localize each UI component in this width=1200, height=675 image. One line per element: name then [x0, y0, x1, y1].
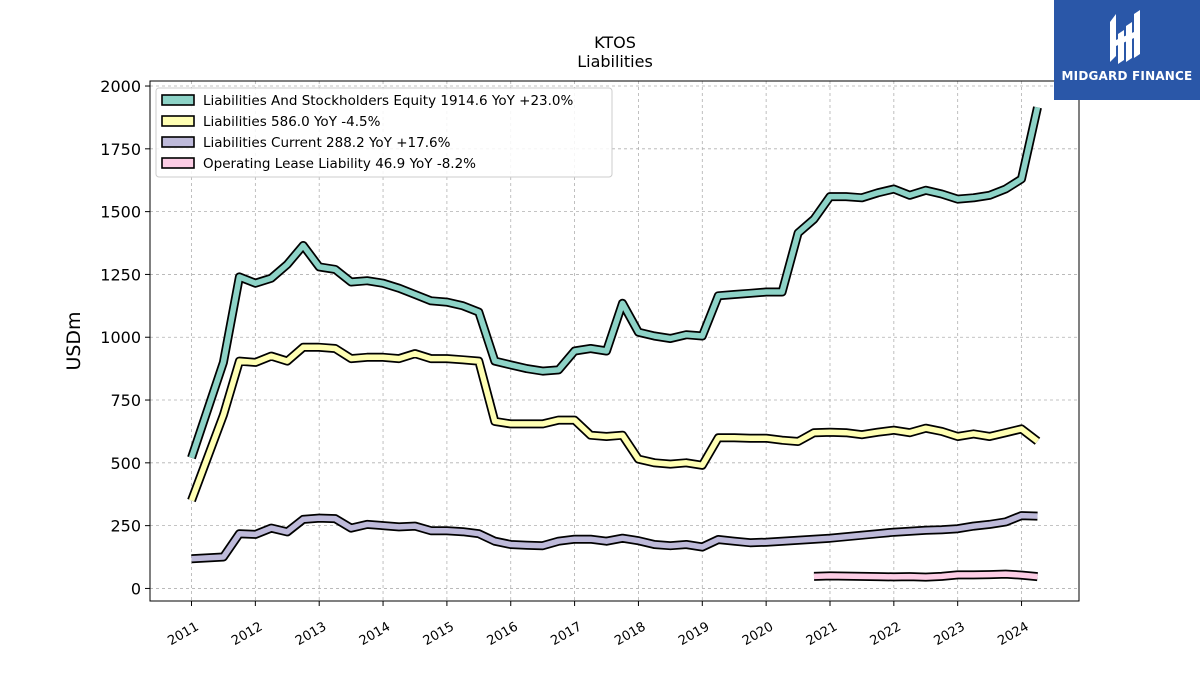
series-line [813, 571, 1038, 580]
x-tick-label: 2012 [229, 619, 265, 649]
x-tick-label: 2018 [612, 619, 648, 649]
y-tick-label: 750 [110, 391, 141, 410]
chart-subtitle: Liabilities [577, 52, 653, 71]
legend-label: Operating Lease Liability 46.9 YoY -8.2% [203, 156, 476, 172]
x-tick-label: 2011 [165, 619, 201, 649]
y-axis: 0 250 500 750 1000 1250 1500 1750 2000 [100, 77, 150, 598]
plot-frame [149, 80, 1080, 602]
x-tick-label: 2016 [485, 619, 521, 649]
legend-label: Liabilities 586.0 YoY -4.5% [203, 114, 381, 130]
legend-label: Liabilities And Stockholders Equity 1914… [203, 93, 573, 109]
legend-swatch [161, 136, 195, 148]
y-tick-label: 1750 [100, 140, 141, 159]
logo-mark-icon [1110, 10, 1140, 64]
y-tick-label: 1250 [100, 265, 141, 284]
series-layer [187, 106, 1042, 582]
x-tick-label: 2013 [293, 619, 329, 649]
legend-swatch [161, 94, 195, 106]
y-tick-label: 2000 [100, 77, 141, 96]
x-tick-label: 2015 [421, 619, 457, 649]
legend-swatch [161, 157, 195, 169]
y-tick-label: 0 [131, 579, 141, 598]
y-axis-label: USDm [63, 311, 85, 370]
chart-title: KTOS [594, 33, 636, 52]
series-liabilities-and-stockholders-equity [187, 106, 1042, 460]
y-tick-label: 500 [110, 454, 141, 473]
x-tick-label: 2019 [676, 619, 712, 649]
series-operating-lease-liability [813, 569, 1038, 582]
series-line [188, 106, 1041, 459]
series-liabilities-current [191, 511, 1038, 564]
legend-label: Liabilities Current 288.2 YoY +17.6% [203, 135, 451, 151]
midgard-finance-logo: MIDGARD FINANCE [1054, 0, 1200, 100]
x-tick-label: 2023 [932, 619, 968, 649]
y-tick-label: 1000 [100, 328, 141, 347]
x-tick-label: 2017 [548, 619, 584, 649]
legend: Liabilities And Stockholders Equity 1914… [155, 87, 613, 178]
y-tick-label: 250 [110, 517, 141, 536]
x-tick-label: 2024 [995, 619, 1031, 649]
x-tick-label: 2014 [357, 619, 393, 649]
legend-box [155, 87, 613, 178]
series-liabilities [187, 342, 1041, 503]
x-tick-label: 2021 [804, 619, 840, 649]
x-tick-label: 2022 [868, 619, 904, 649]
x-tick-label: 2020 [740, 619, 776, 649]
legend-swatch [161, 115, 195, 127]
logo-text: MIDGARD FINANCE [1061, 69, 1193, 83]
series-line [188, 344, 1040, 502]
y-tick-label: 1500 [100, 203, 141, 222]
series-line-outline [187, 342, 1041, 503]
series-line [191, 512, 1038, 562]
x-axis: 2011 2012 2013 2014 2015 2016 2017 2018 2019 2020… [165, 601, 1032, 649]
